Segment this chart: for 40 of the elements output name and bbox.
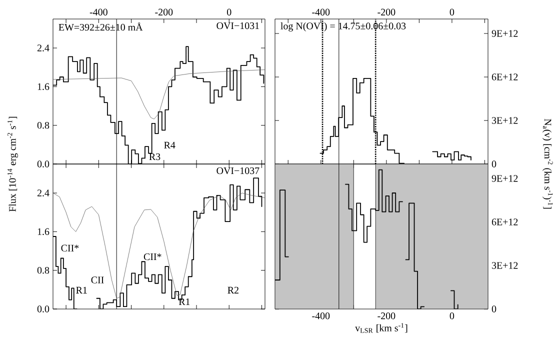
y-tick-label: 1.6 bbox=[38, 83, 50, 90]
y-tick-label: 3E+12 bbox=[492, 117, 518, 124]
x-tick-label: -200 bbox=[378, 312, 396, 320]
y-axis-title: Flux [10$^{-14}$ erg cm$^{-2}$ s$^{-1}$] bbox=[8, 116, 18, 212]
annotation: R1 bbox=[178, 298, 190, 306]
annotation: OVI−1031 bbox=[216, 22, 259, 30]
annotation: R2 bbox=[228, 286, 238, 294]
x-tick-label: -400 bbox=[312, 312, 330, 320]
annotation: CII bbox=[91, 276, 104, 284]
annotation: OVI−1037 bbox=[216, 167, 260, 174]
annotation: CII* bbox=[144, 253, 162, 260]
y-tick-label: 1.6 bbox=[38, 228, 50, 236]
x-tick-label: -400 bbox=[90, 8, 108, 16]
y-tick-label: 0 bbox=[492, 160, 496, 168]
x-tick-label: -200 bbox=[378, 8, 396, 16]
annotation: R4 bbox=[164, 142, 176, 148]
text: N$_{a}$(v) [cm$^{-2}$ (km s$^{-1}$)$^{-1}$] bbox=[542, 118, 553, 209]
y-tick-label: 2.4 bbox=[37, 190, 50, 196]
y-tick-label: 9E+12 bbox=[492, 175, 518, 182]
y-tick-label: 0.8 bbox=[37, 122, 50, 129]
line-series bbox=[53, 192, 265, 299]
y-tick-label: 0 bbox=[492, 306, 496, 312]
annotation: R1 bbox=[76, 286, 87, 294]
x-tick-label: 0 bbox=[450, 8, 454, 16]
x-tick-label: -400 bbox=[312, 8, 330, 16]
annotation: R3 bbox=[149, 153, 160, 160]
annotation: CII* bbox=[61, 244, 79, 252]
y-tick-label: 0.0 bbox=[37, 306, 50, 312]
x-tick-label: 0 bbox=[450, 312, 454, 320]
y-tick-label: 3E+12 bbox=[492, 262, 518, 269]
y-tick-label: 9E+12 bbox=[492, 30, 518, 37]
x-tick-label: 0 bbox=[227, 8, 232, 16]
y-tick-label: 6E+12 bbox=[492, 218, 518, 226]
x-axis-title: v$_{LSR}$ [km s$^{-1}$] bbox=[355, 323, 408, 333]
line-series bbox=[53, 70, 265, 120]
y-tick-label: 6E+12 bbox=[492, 74, 518, 80]
x-tick-label: -200 bbox=[155, 8, 173, 16]
y-tick-label: 0.8 bbox=[37, 266, 50, 274]
y-tick-label: 2.4 bbox=[37, 44, 50, 52]
y-tick-label: 0.0 bbox=[37, 160, 50, 168]
